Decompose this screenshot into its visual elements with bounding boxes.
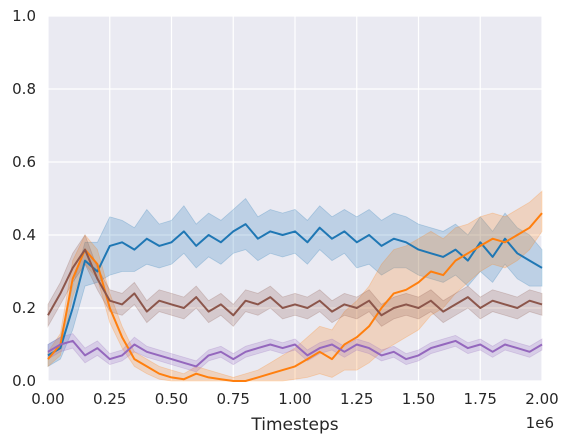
confidence-band-3 — [47, 333, 543, 373]
x-tick-label: 1.25 — [340, 390, 373, 408]
x-tick-label: 0.25 — [93, 390, 126, 408]
confidence-band-1 — [47, 190, 543, 382]
y-tick-label: 0.6 — [12, 153, 36, 171]
x-axis-label: Timesteps — [250, 415, 338, 435]
x-tick-label: 1.50 — [402, 390, 435, 408]
y-tick-label: 1.0 — [12, 7, 36, 25]
x-tick-label: 0.50 — [155, 390, 188, 408]
y-tick-label: 0.0 — [12, 372, 36, 390]
y-tick-labels: 0.0 0.2 0.4 0.6 0.8 1.0 — [12, 7, 36, 390]
y-tick-label: 0.2 — [12, 299, 36, 317]
confidence-band-0 — [47, 197, 543, 368]
x-axis-offset-text: 1e6 — [526, 414, 554, 432]
series-line-2 — [47, 248, 543, 317]
x-tick-label: 1.00 — [278, 390, 311, 408]
x-tick-label: 0.00 — [31, 390, 64, 408]
y-tick-label: 0.8 — [12, 80, 36, 98]
series-lines — [47, 212, 543, 382]
series-line-1 — [47, 212, 543, 382]
x-tick-label: 0.75 — [217, 390, 250, 408]
grid-lines — [47, 15, 543, 382]
x-tick-labels: 0.00 0.25 0.50 0.75 1.00 1.25 1.50 1.75 2.00 — [31, 390, 558, 408]
x-tick-label: 1.75 — [464, 390, 497, 408]
series-line-3 — [47, 339, 543, 368]
x-tick-label: 2.00 — [525, 390, 558, 408]
y-tick-label: 0.4 — [12, 226, 36, 244]
series-line-0 — [47, 223, 543, 357]
